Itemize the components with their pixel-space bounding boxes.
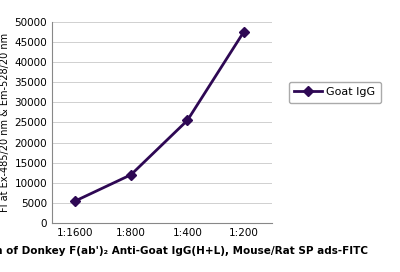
Line: Goat IgG: Goat IgG (71, 28, 247, 205)
Legend: Goat IgG: Goat IgG (288, 82, 381, 103)
Goat IgG (241, 30, 246, 33)
X-axis label: Dilution of Donkey F(ab')₂ Anti-Goat IgG(H+L), Mouse/Rat SP ads-FITC: Dilution of Donkey F(ab')₂ Anti-Goat IgG… (0, 246, 368, 256)
Y-axis label: FI at Ex-485/20 nm & Em-528/20 nm: FI at Ex-485/20 nm & Em-528/20 nm (0, 33, 10, 212)
Goat IgG (72, 200, 77, 203)
Goat IgG (185, 119, 190, 122)
Goat IgG (128, 173, 133, 176)
